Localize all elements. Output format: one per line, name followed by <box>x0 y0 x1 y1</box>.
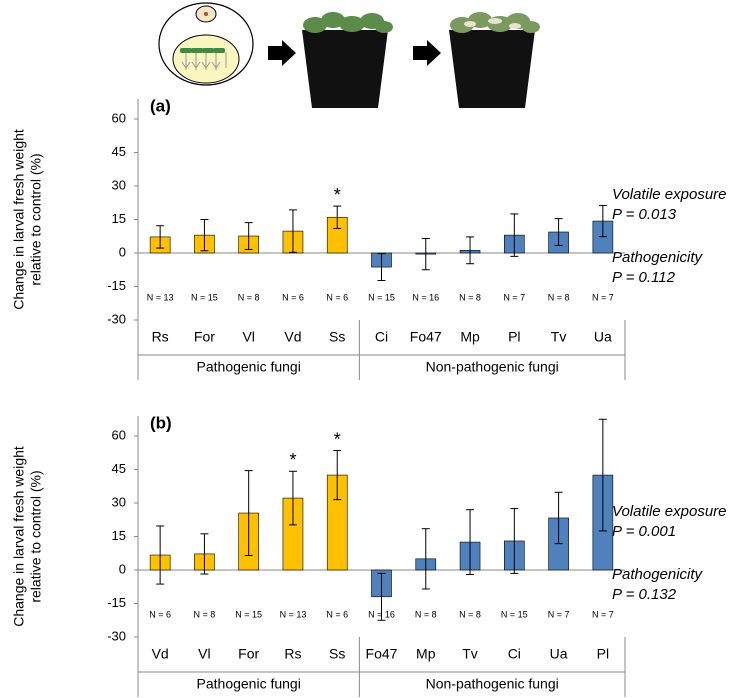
x-tick-label: Pl <box>597 646 609 662</box>
y-tick-label: 30 <box>112 177 126 192</box>
annotation: P = 0.132 <box>612 586 677 603</box>
n-label: N = 16 <box>412 292 439 302</box>
y-axis-label: Change in larval fresh weight <box>11 129 27 310</box>
x-tick-label: Ss <box>329 646 345 662</box>
y-tick-label: 60 <box>112 427 126 442</box>
n-label: N = 7 <box>503 292 525 302</box>
y-tick-label: 45 <box>112 144 126 159</box>
x-tick-label: Vl <box>242 329 254 345</box>
y-tick-label: 45 <box>112 461 126 476</box>
y-tick-label: -15 <box>107 278 126 293</box>
n-label: N = 15 <box>501 609 528 619</box>
significance-marker: * <box>289 450 296 470</box>
significance-marker: * <box>334 185 341 205</box>
n-label: N = 8 <box>459 292 481 302</box>
x-tick-label: Tv <box>462 646 478 662</box>
x-tick-label: Ci <box>508 646 521 662</box>
group-label: Non-pathogenic fungi <box>426 359 559 375</box>
panel-title: (a) <box>150 96 171 115</box>
n-label: N = 8 <box>194 609 216 619</box>
x-tick-label: Rs <box>284 646 301 662</box>
panel-title: (b) <box>150 413 172 432</box>
n-label: N = 15 <box>235 609 262 619</box>
annotation: Volatile exposure <box>612 186 727 203</box>
n-label: N = 7 <box>592 292 614 302</box>
x-tick-label: Vd <box>284 329 301 345</box>
y-tick-label: 0 <box>119 244 126 259</box>
x-tick-label: Vl <box>198 646 210 662</box>
n-label: N = 6 <box>326 292 348 302</box>
n-label: N = 8 <box>238 292 260 302</box>
x-tick-label: Pl <box>508 329 520 345</box>
annotation: P = 0.112 <box>612 269 676 286</box>
n-label: N = 8 <box>459 609 481 619</box>
y-tick-label: -30 <box>107 311 126 326</box>
n-label: N = 7 <box>548 609 570 619</box>
y-tick-label: 0 <box>119 561 126 576</box>
n-label: N = 6 <box>282 292 304 302</box>
x-tick-label: Ss <box>329 329 345 345</box>
y-tick-label: -30 <box>107 628 126 643</box>
y-axis-label: Change in larval fresh weight <box>11 446 27 627</box>
y-axis-label: relative to control (%) <box>28 153 44 285</box>
significance-marker: * <box>334 429 341 449</box>
annotation: Volatile exposure <box>612 503 727 520</box>
y-axis-label: relative to control (%) <box>28 470 44 602</box>
annotation: P = 0.013 <box>612 206 677 223</box>
group-label: Pathogenic fungi <box>197 359 301 375</box>
x-tick-label: Rs <box>152 329 169 345</box>
x-tick-label: Fo47 <box>410 329 442 345</box>
n-label: N = 13 <box>280 609 307 619</box>
x-tick-label: Vd <box>152 646 169 662</box>
n-label: N = 15 <box>191 292 218 302</box>
x-tick-label: Tv <box>551 329 567 345</box>
n-label: N = 8 <box>415 609 437 619</box>
y-tick-label: 30 <box>112 494 126 509</box>
x-tick-label: Fo47 <box>366 646 398 662</box>
annotation: Pathogenicity <box>612 249 704 266</box>
x-tick-label: Ci <box>375 329 388 345</box>
n-label: N = 6 <box>149 609 171 619</box>
x-tick-label: Ua <box>550 646 568 662</box>
n-label: N = 6 <box>326 609 348 619</box>
x-tick-label: For <box>238 646 259 662</box>
n-label: N = 7 <box>592 609 614 619</box>
x-tick-label: Ua <box>594 329 612 345</box>
group-label: Non-pathogenic fungi <box>426 676 559 692</box>
y-tick-label: -15 <box>107 595 126 610</box>
n-label: N = 13 <box>147 292 174 302</box>
schematic <box>158 2 540 108</box>
y-tick-label: 60 <box>112 110 126 125</box>
n-label: N = 8 <box>548 292 570 302</box>
x-tick-label: For <box>194 329 215 345</box>
n-label: N = 15 <box>368 292 395 302</box>
annotation: P = 0.001 <box>612 523 676 540</box>
annotation: Pathogenicity <box>612 566 704 583</box>
y-tick-label: 15 <box>112 211 126 226</box>
x-tick-label: Mp <box>460 329 480 345</box>
group-label: Pathogenic fungi <box>197 676 301 692</box>
y-tick-label: 15 <box>112 528 126 543</box>
x-tick-label: Mp <box>416 646 436 662</box>
